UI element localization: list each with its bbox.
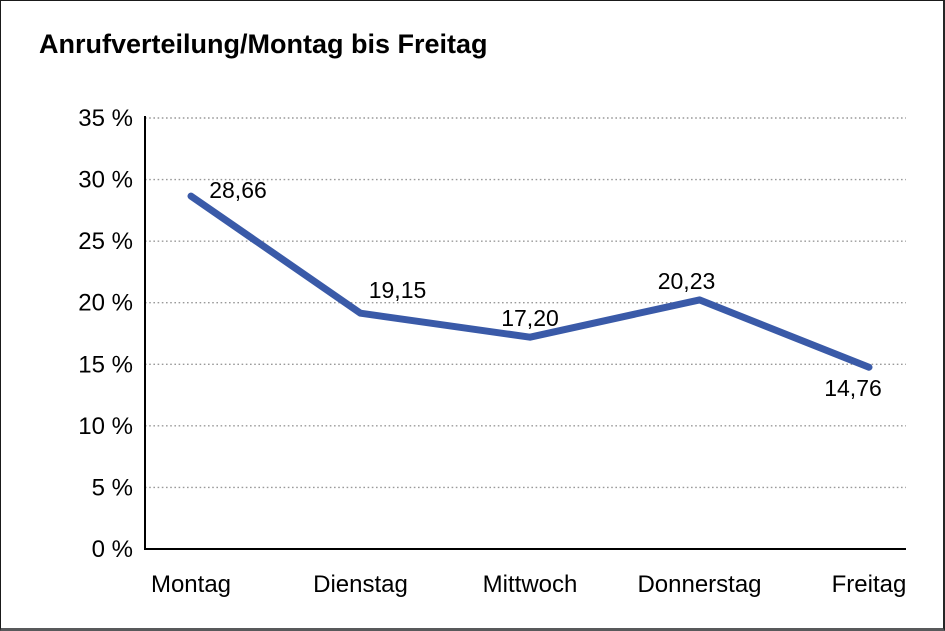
x-axis-category-label: Mittwoch [483,571,578,598]
x-axis-category-label: Freitag [832,571,907,598]
y-axis-tick-label: 10 % [78,413,133,440]
x-axis-category-label: Donnerstag [637,571,761,598]
x-axis-category-label: Dienstag [313,571,408,598]
series-line [187,192,873,371]
data-point-label: 20,23 [658,268,716,294]
y-axis-tick-label: 5 % [92,474,133,501]
data-point-label: 28,66 [209,177,267,203]
y-axis-tick-label: 30 % [78,167,133,194]
chart-title: Anrufverteilung/Montag bis Freitag [39,29,488,59]
data-point-label: 17,20 [501,305,559,331]
y-axis-tick-label: 15 % [78,351,133,378]
y-axis-tick-label: 20 % [78,290,133,317]
y-axis-tick-label: 0 % [92,536,133,563]
data-point-label: 19,15 [369,277,427,303]
x-axis-category-label: Montag [151,571,231,598]
y-axis-tick-label: 35 % [78,105,133,132]
y-axis-tick-label: 25 % [78,228,133,255]
data-point-label: 14,76 [824,375,882,401]
